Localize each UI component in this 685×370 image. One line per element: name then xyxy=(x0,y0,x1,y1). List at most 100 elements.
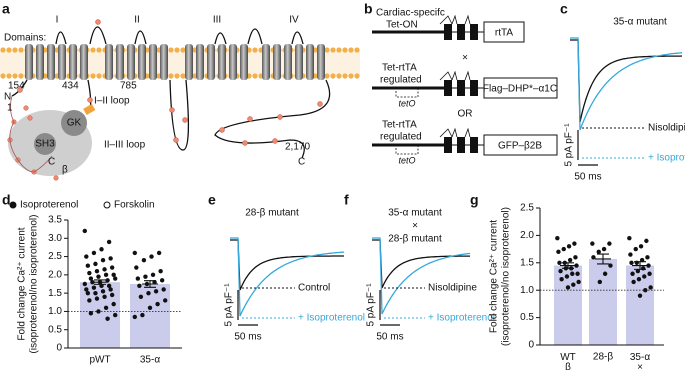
gene-label: GFP–β2B xyxy=(498,141,542,152)
helix xyxy=(36,44,44,80)
helix xyxy=(196,44,204,80)
panel-label: b xyxy=(364,1,373,17)
trace-title: 28-β mutant xyxy=(245,208,299,219)
current-trace xyxy=(570,37,683,131)
terminus-label: N xyxy=(4,92,11,103)
bar xyxy=(554,265,582,345)
data-point xyxy=(140,312,145,318)
lipid-head xyxy=(18,73,24,79)
data-point xyxy=(132,314,137,320)
gene-label: rtTA xyxy=(495,28,513,39)
trace-title: 28-β mutant xyxy=(388,234,442,245)
promoter-label: Tet-ON xyxy=(386,20,418,31)
lipid-head xyxy=(0,73,6,79)
data-point xyxy=(566,244,572,249)
y-tick-label: 0 xyxy=(528,340,534,351)
y-tick-label: 1.5 xyxy=(520,257,534,268)
data-point xyxy=(576,279,581,285)
y-tick-label: 0 xyxy=(56,343,62,354)
data-point xyxy=(135,276,141,281)
control-label: Nisoldipine xyxy=(428,283,477,294)
data-point xyxy=(559,277,564,282)
data-point xyxy=(558,268,563,274)
data-point xyxy=(573,255,578,260)
y-tick-label: 2.0 xyxy=(48,269,62,280)
scale-y-label: 5 pA pF⁻¹ xyxy=(564,123,575,167)
data-point xyxy=(156,250,162,256)
data-point xyxy=(100,289,106,294)
data-point xyxy=(111,301,116,307)
lipid-head xyxy=(324,73,330,79)
data-point xyxy=(99,247,104,252)
lipid-head xyxy=(330,73,336,79)
data-point xyxy=(88,276,94,281)
lipid-head xyxy=(0,47,6,53)
residue-label: 785 xyxy=(120,81,137,92)
data-point xyxy=(155,301,160,307)
data-point xyxy=(85,263,91,268)
data-point xyxy=(161,287,166,292)
data-point xyxy=(570,271,575,276)
helix xyxy=(138,44,146,80)
data-point xyxy=(567,257,573,263)
data-point xyxy=(153,289,159,294)
lipid-head xyxy=(342,73,348,79)
data-point xyxy=(111,272,116,278)
trace-title: 35-α mutant xyxy=(388,208,442,219)
data-point xyxy=(91,285,97,290)
promoter-label: regulated xyxy=(380,132,422,143)
y-tick-label: 0.5 xyxy=(520,312,534,323)
data-point xyxy=(590,241,595,246)
y-tick-label: 3.5 xyxy=(48,215,62,226)
data-point xyxy=(94,296,100,301)
data-point xyxy=(87,270,92,276)
scale-x-label: 50 ms xyxy=(376,332,403,343)
data-point xyxy=(556,249,561,255)
data-point xyxy=(557,260,562,265)
helix xyxy=(240,44,248,80)
lipid-head xyxy=(96,47,102,53)
beta-c-label: C xyxy=(48,157,55,168)
data-point xyxy=(628,252,633,257)
data-point xyxy=(103,272,109,278)
lipid-head xyxy=(342,47,348,53)
current-trace xyxy=(372,239,470,289)
lipid-head xyxy=(6,73,12,79)
data-point xyxy=(84,287,89,292)
helix xyxy=(262,44,270,80)
lipid-head xyxy=(174,73,180,79)
data-point xyxy=(647,271,652,276)
data-point xyxy=(565,285,571,290)
data-point xyxy=(108,256,113,261)
lipid-head xyxy=(354,47,360,53)
gene-label: Flag–DHP*–α1C xyxy=(483,84,557,95)
current-trace xyxy=(230,239,344,291)
operator-label: tetO xyxy=(398,98,415,108)
lipid-head xyxy=(174,47,180,53)
data-point xyxy=(646,263,651,268)
data-point xyxy=(93,261,98,267)
legend-label: Forskolin xyxy=(114,200,155,211)
data-point xyxy=(109,265,115,270)
domain-label: III xyxy=(213,15,221,26)
data-point xyxy=(575,271,580,276)
helix xyxy=(306,44,314,80)
domains-label: Domains: xyxy=(4,33,46,44)
data-point xyxy=(105,316,110,321)
domain-label: II xyxy=(134,15,140,26)
aid-binding xyxy=(83,103,96,115)
data-point xyxy=(149,254,154,259)
lipid-head xyxy=(336,73,342,79)
data-point xyxy=(555,235,560,241)
sh3-domain xyxy=(34,133,56,155)
x-tick-label: WT β xyxy=(560,352,576,370)
treated-label: + Isoproterenol xyxy=(428,313,495,324)
x-tick-label: 35-α×28-β xyxy=(630,352,650,370)
data-point xyxy=(596,249,601,255)
helix xyxy=(229,44,237,80)
trace-title: × xyxy=(412,221,418,232)
lipid-head xyxy=(96,73,102,79)
data-point xyxy=(602,271,608,276)
data-point xyxy=(630,271,635,276)
panel-label: d xyxy=(2,192,11,208)
